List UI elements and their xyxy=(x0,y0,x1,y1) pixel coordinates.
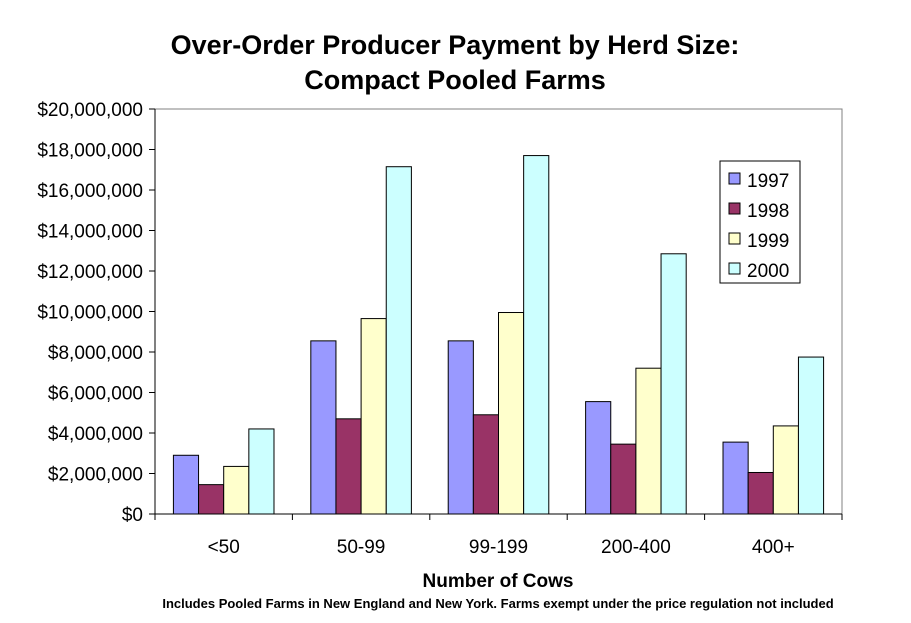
legend-label-1998: 1998 xyxy=(747,201,789,222)
bar-2000-2 xyxy=(523,155,550,515)
chart-title-line-2: Compact Pooled Farms xyxy=(304,65,606,95)
x-axis: <50 50-99 99-199 200-400 400+ xyxy=(154,513,843,558)
bar-2000-4 xyxy=(797,356,825,515)
x-tick-label: 50-99 xyxy=(337,537,386,558)
x-tick-label: 200-400 xyxy=(601,537,671,558)
legend-swatch-1998 xyxy=(728,202,741,215)
legend-label-1997: 1997 xyxy=(747,171,789,192)
y-tick-label: $10,000,000 xyxy=(37,303,143,324)
bar-2000-3 xyxy=(660,253,687,515)
x-tick-label: <50 xyxy=(208,537,240,558)
bar-2000-1 xyxy=(385,166,412,515)
y-tick-label: $0 xyxy=(122,505,143,526)
legend-label-1999: 1999 xyxy=(747,231,789,252)
bar-1997-2 xyxy=(447,340,474,515)
bars xyxy=(172,155,825,515)
bar-1999-2 xyxy=(498,312,525,515)
bar-1999-3 xyxy=(635,367,662,515)
bar-1999-4 xyxy=(772,425,799,515)
y-tick-label: $2,000,000 xyxy=(48,465,143,486)
legend-label-2000: 2000 xyxy=(747,261,789,282)
bar-1998-0 xyxy=(198,484,225,515)
x-axis-label: Number of Cows xyxy=(423,571,574,592)
y-tick-label: $18,000,000 xyxy=(37,141,143,162)
bar-1999-1 xyxy=(360,318,387,515)
x-tick-label: 400+ xyxy=(752,537,795,558)
chart-title-line-1: Over-Order Producer Payment by Herd Size… xyxy=(171,30,740,60)
bar-1998-2 xyxy=(472,414,500,515)
legend: 1997 1998 1999 2000 xyxy=(719,160,801,284)
bar-1997-4 xyxy=(722,441,749,515)
y-tick-label: $16,000,000 xyxy=(37,181,143,202)
y-tick-label: $4,000,000 xyxy=(48,424,143,445)
chart-footnote: Includes Pooled Farms in New England and… xyxy=(162,596,833,611)
legend-swatch-2000 xyxy=(728,262,741,275)
legend-swatch-1997 xyxy=(728,172,741,185)
x-tick-label: 99-199 xyxy=(469,537,528,558)
y-tick-label: $6,000,000 xyxy=(48,384,143,405)
bar-1997-3 xyxy=(585,401,612,515)
bar-1998-3 xyxy=(610,443,637,515)
bar-1997-1 xyxy=(310,340,337,515)
y-tick-label: $14,000,000 xyxy=(37,222,143,243)
y-axis: $0 $2,000,000 $4,000,000 $6,000,000 $8,000,0… xyxy=(37,100,156,526)
y-tick-label: $12,000,000 xyxy=(37,262,143,283)
y-tick-label: $20,000,000 xyxy=(37,100,143,121)
bar-2000-0 xyxy=(248,428,275,515)
bar-1997-0 xyxy=(172,454,200,515)
legend-swatch-1999 xyxy=(728,232,741,245)
bar-1998-4 xyxy=(747,471,774,515)
y-tick-label: $8,000,000 xyxy=(48,343,143,364)
bar-1998-1 xyxy=(335,418,362,515)
bar-1999-0 xyxy=(223,465,250,515)
